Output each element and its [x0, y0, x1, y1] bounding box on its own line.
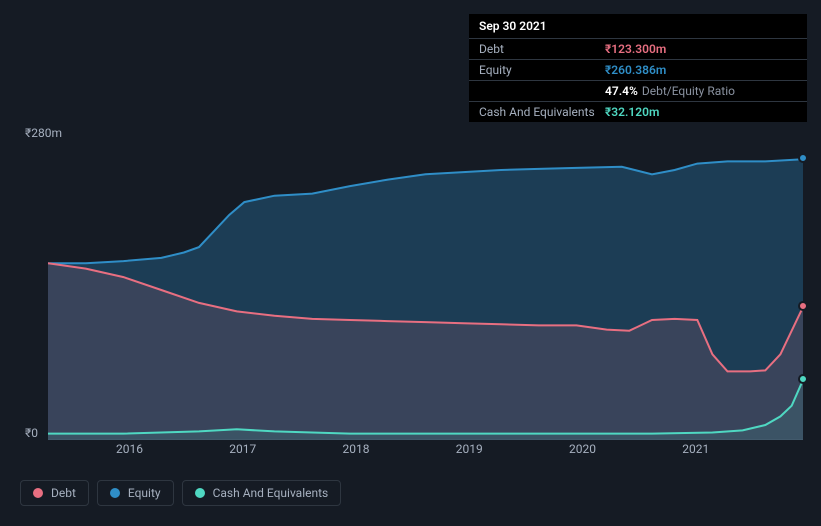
- x-axis: 2016 2017 2018 2019 2020 2021: [48, 442, 803, 462]
- x-axis-tick: 2020: [569, 442, 596, 456]
- tooltip-row-value: ₹123.300m: [605, 42, 666, 56]
- legend-dot-icon: [33, 488, 43, 498]
- tooltip-card: Sep 30 2021 Debt₹123.300mEquity₹260.386m…: [469, 14, 807, 122]
- chart-area: [48, 140, 803, 440]
- tooltip-row-value: ₹32.120m: [605, 105, 659, 119]
- legend-dot-icon: [195, 488, 205, 498]
- legend-label: Cash And Equivalents: [213, 486, 329, 500]
- y-axis-label: ₹280m: [25, 126, 62, 140]
- x-axis-tick: 2019: [456, 442, 483, 456]
- x-axis-tick: 2018: [343, 442, 370, 456]
- tooltip-row: Equity₹260.386m: [469, 60, 807, 81]
- equity-end-marker: [798, 153, 808, 163]
- legend-label: Debt: [51, 486, 76, 500]
- tooltip-row: Cash And Equivalents₹32.120m: [469, 102, 807, 122]
- x-axis-tick: 2016: [116, 442, 143, 456]
- tooltip-row-label: Debt: [479, 42, 605, 56]
- legend: Debt Equity Cash And Equivalents: [20, 480, 341, 506]
- tooltip-row: Debt₹123.300m: [469, 39, 807, 60]
- tooltip-date: Sep 30 2021: [469, 14, 807, 39]
- legend-item[interactable]: Debt: [20, 480, 89, 506]
- tooltip-row-label: [479, 84, 605, 98]
- legend-label: Equity: [128, 486, 161, 500]
- legend-item[interactable]: Cash And Equivalents: [182, 480, 342, 506]
- tooltip-row-extra: Debt/Equity Ratio: [642, 84, 735, 98]
- tooltip-row: 47.4% Debt/Equity Ratio: [469, 81, 807, 102]
- x-axis-tick: 2021: [682, 442, 709, 456]
- tooltip-row-label: Cash And Equivalents: [479, 105, 605, 119]
- legend-dot-icon: [110, 488, 120, 498]
- tooltip-row-label: Equity: [479, 63, 605, 77]
- tooltip-row-value: ₹260.386m: [605, 63, 666, 77]
- x-axis-tick: 2017: [229, 442, 256, 456]
- y-axis-label: ₹0: [25, 426, 38, 440]
- legend-item[interactable]: Equity: [97, 480, 174, 506]
- debt-end-marker: [798, 301, 808, 311]
- cash-end-marker: [798, 374, 808, 384]
- tooltip-row-value: 47.4%: [605, 84, 638, 98]
